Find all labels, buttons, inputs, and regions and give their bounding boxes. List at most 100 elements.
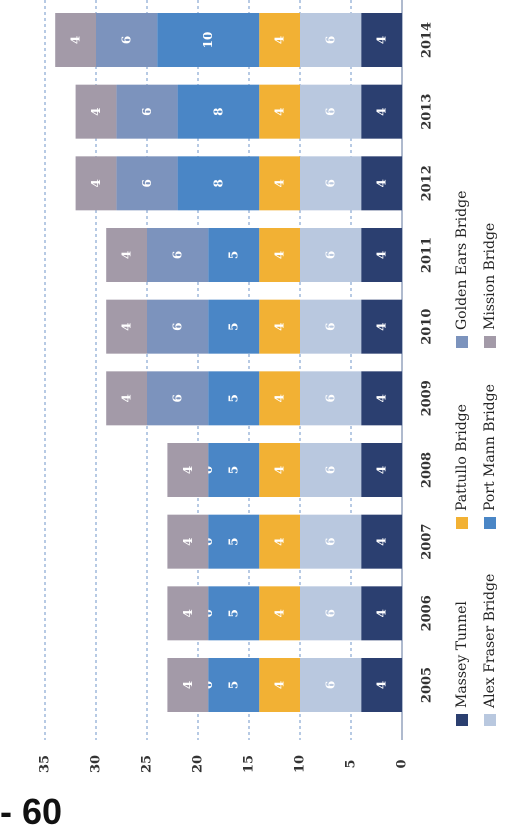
category-label: 2014: [420, 22, 435, 58]
bar-segment: [96, 13, 158, 67]
data-label: 6: [324, 537, 338, 545]
legend-label: Alex Fraser Bridge: [482, 574, 498, 709]
data-label: 4: [120, 394, 134, 402]
data-label: 6: [171, 251, 185, 259]
data-label: 5: [227, 322, 241, 330]
bar-segment: [361, 371, 402, 426]
data-label: 6: [324, 609, 338, 617]
bar-segment: [208, 371, 260, 426]
bar-segment: [208, 586, 260, 641]
data-label: 6: [324, 322, 338, 330]
page-number-label: - 60: [0, 791, 63, 832]
bar-segment: [300, 514, 362, 569]
bar-segment: [177, 156, 260, 211]
legend-swatch: [484, 714, 496, 726]
bar-segment: [75, 156, 117, 211]
data-label: 4: [375, 179, 389, 187]
category-label: 2006: [420, 595, 435, 631]
value-axis-tick-label: 30: [89, 755, 104, 773]
data-label: 6: [324, 179, 338, 187]
data-label: 4: [375, 107, 389, 115]
bar-segment: [361, 514, 402, 569]
bar-segment: [106, 299, 147, 354]
bar-segment: [300, 299, 362, 354]
category-label: 2010: [420, 309, 435, 345]
bar-segment: [300, 371, 362, 426]
data-label: 4: [273, 609, 287, 617]
bar-segment: [147, 371, 209, 426]
bar-segment: [300, 228, 362, 282]
bar-segment: [361, 156, 402, 211]
category-label: 2013: [420, 94, 435, 130]
data-label: 4: [273, 322, 287, 330]
bar-segment: [208, 443, 260, 497]
data-label: 4: [375, 322, 389, 330]
data-label: 4: [89, 107, 103, 115]
bar-segment: [259, 84, 300, 139]
value-axis-tick-label: 25: [140, 755, 155, 773]
bar-segment: [75, 84, 117, 139]
bar-segment: [106, 228, 147, 282]
bar-segment: [116, 84, 178, 139]
bar-segment: [147, 228, 209, 282]
legend-label: Golden Ears Bridge: [454, 191, 470, 330]
bar-segment: [167, 514, 209, 569]
category-label: 2009: [420, 380, 435, 416]
bar-segment: [208, 228, 260, 282]
bar-segment: [361, 586, 402, 641]
bar-segment: [259, 228, 300, 282]
data-label: 4: [120, 251, 134, 259]
data-label: 4: [375, 251, 389, 259]
value-axis-tick-label: 0: [395, 759, 410, 768]
data-label: 4: [181, 537, 195, 545]
category-label: 2012: [420, 165, 435, 201]
data-label: 5: [227, 251, 241, 259]
data-label: 4: [273, 537, 287, 545]
bar-segment: [259, 13, 300, 67]
data-label: 5: [227, 609, 241, 617]
data-label: 8: [211, 179, 225, 187]
bar-segment: [259, 156, 300, 211]
value-axis-tick-label: 10: [293, 755, 308, 773]
value-axis-tick-label: 15: [242, 755, 257, 773]
bar-segment: [157, 13, 260, 67]
data-label: 6: [324, 36, 338, 44]
bar-segment: [55, 13, 96, 67]
bar-segment: [300, 658, 362, 712]
bar-segment: [208, 658, 260, 712]
data-label: 6: [324, 466, 338, 474]
bar-segment: [177, 84, 260, 139]
data-label: 4: [273, 394, 287, 402]
bar-segment: [300, 586, 362, 641]
data-label: 4: [273, 466, 287, 474]
value-axis-tick-label: 5: [344, 759, 359, 768]
data-label: 5: [227, 394, 241, 402]
bar-segment: [167, 586, 209, 641]
bar-segment: [361, 228, 402, 282]
data-label: 4: [69, 36, 83, 44]
bar-segment: [208, 299, 260, 354]
category-label: 2007: [420, 524, 435, 560]
data-label: 5: [227, 537, 241, 545]
bar-segment: [300, 443, 362, 497]
data-label: 6: [324, 394, 338, 402]
legend-swatch: [484, 336, 496, 348]
data-label: 4: [375, 36, 389, 44]
bar-segment: [259, 514, 300, 569]
data-label: 6: [120, 36, 134, 44]
legend-label: Port Mann Bridge: [482, 384, 498, 511]
bar-segment: [147, 299, 209, 354]
data-label: 4: [181, 609, 195, 617]
legend-swatch: [484, 517, 496, 529]
data-label: 4: [89, 179, 103, 187]
bar-segment: [361, 84, 402, 139]
data-label: 10: [201, 32, 215, 49]
bar-segment: [300, 13, 362, 67]
bar-segment: [300, 84, 362, 139]
data-label: 4: [375, 466, 389, 474]
data-label: 6: [140, 107, 154, 115]
data-label: 4: [375, 394, 389, 402]
data-label: 4: [273, 107, 287, 115]
data-label: 4: [273, 36, 287, 44]
